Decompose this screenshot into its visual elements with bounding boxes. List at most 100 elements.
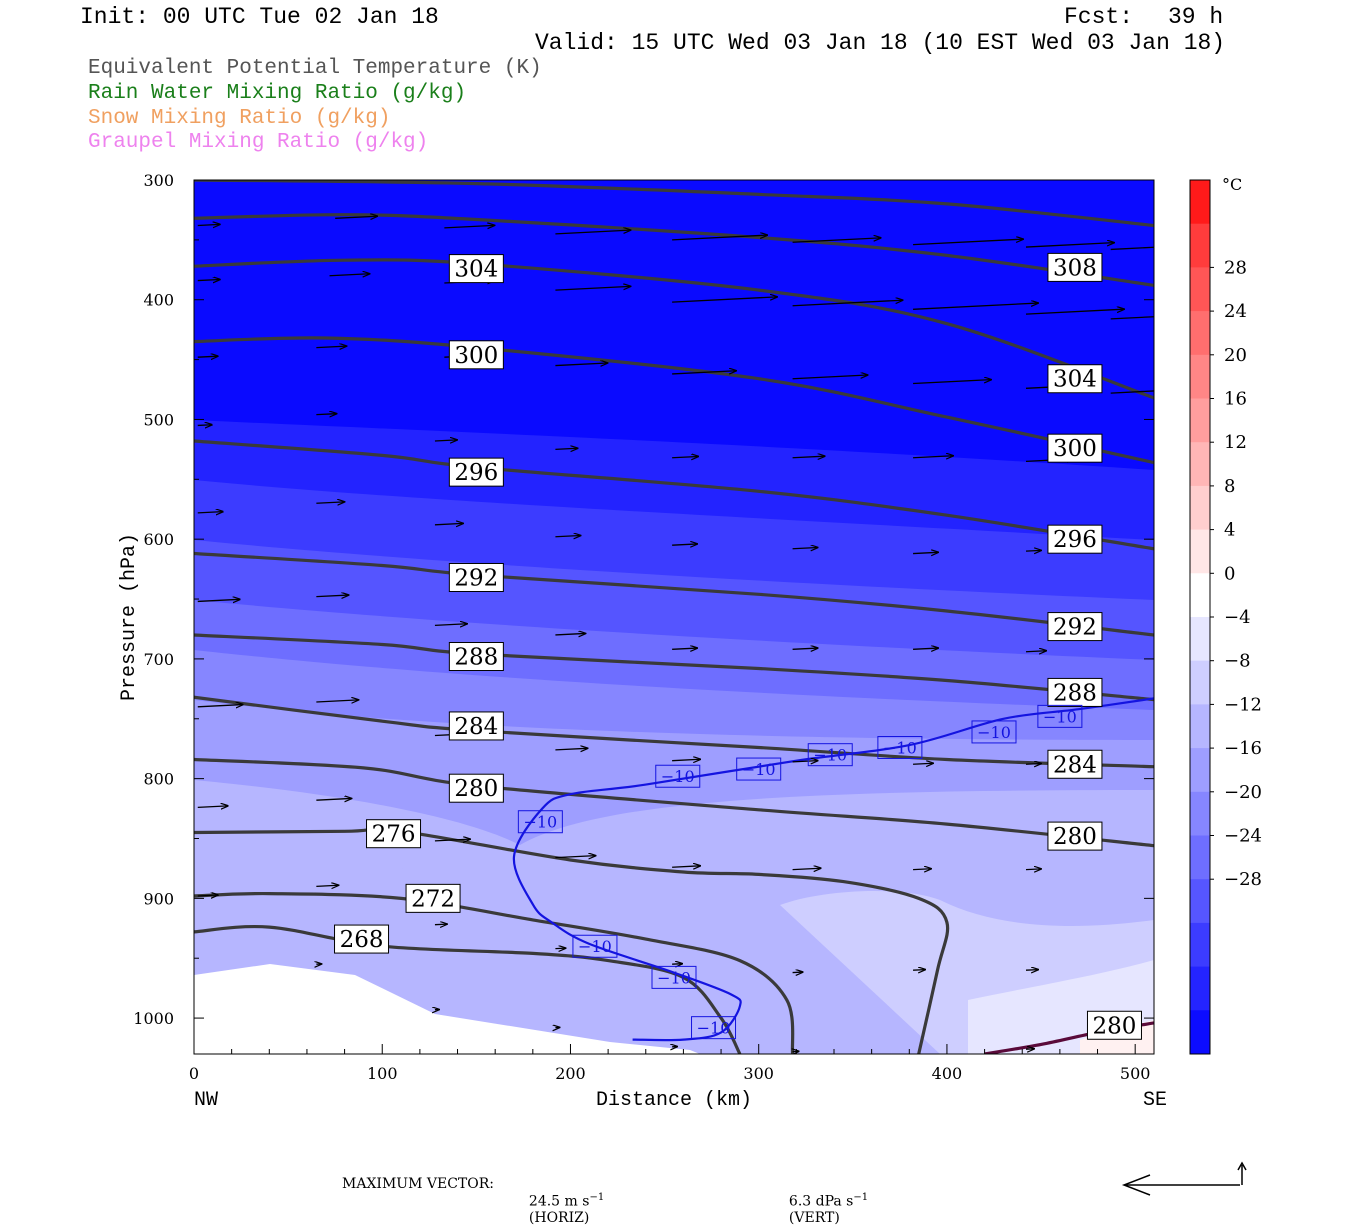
colorbar-swatch	[1190, 224, 1210, 268]
contour-label-300: 300	[1053, 436, 1097, 462]
colorbar-swatch	[1190, 1010, 1210, 1054]
colorbar-tick-label: 28	[1224, 257, 1247, 278]
colorbar-swatch	[1190, 573, 1210, 617]
x-axis-label: Distance (km)	[596, 1089, 752, 1112]
contour-label-292: 292	[454, 565, 498, 591]
vert-unit: (VERT)	[789, 1210, 840, 1226]
colorbar-swatch	[1190, 879, 1210, 923]
max-vector-vert: 6.3 dPa s−1 (VERT)	[780, 1176, 868, 1226]
horiz-value: 24.5 m s	[529, 1194, 590, 1210]
y-tick-label: 700	[143, 650, 174, 669]
colorbar-swatch	[1190, 311, 1210, 355]
vert-exponent: −1	[853, 1192, 868, 1203]
colorbar-tick-label: 12	[1224, 432, 1247, 453]
x-tick-label: 100	[367, 1064, 398, 1083]
colorbar-swatch	[1190, 530, 1210, 574]
contour-label-272: 272	[411, 886, 455, 912]
colorbar-tick-label: 4	[1224, 520, 1235, 541]
contour-label-296: 296	[454, 460, 498, 486]
y-tick-label: 800	[143, 770, 174, 789]
colorbar-swatch	[1190, 923, 1210, 967]
max-vector-horiz: 24.5 m s−1 (HORIZ)	[520, 1176, 604, 1226]
reference-vector-icon	[1124, 1163, 1246, 1195]
colorbar-swatch	[1190, 836, 1210, 880]
contour-label-280: 280	[1093, 1013, 1137, 1039]
colorbar-tick-label: 0	[1224, 563, 1235, 584]
contour-label-300: 300	[454, 343, 498, 369]
isotherm-label: −10	[657, 968, 691, 987]
isotherm-label: −10	[661, 767, 695, 786]
vert-value: 6.3 dPa s	[789, 1194, 853, 1210]
colorbar-swatch	[1190, 967, 1210, 1011]
x-end-label-left: NW	[194, 1089, 218, 1112]
wind-vector	[435, 924, 447, 925]
horiz-exponent: −1	[589, 1192, 604, 1203]
colorbar-tick-label: 8	[1224, 476, 1235, 497]
y-tick-label: 300	[143, 171, 174, 190]
contour-label-308: 308	[1053, 255, 1097, 281]
contour-label-284: 284	[454, 714, 498, 740]
colorbar-tick-label: 24	[1224, 301, 1247, 322]
max-vector-label: MAXIMUM VECTOR:	[342, 1176, 494, 1192]
wind-vector	[1026, 764, 1041, 765]
contour-label-284: 284	[1053, 752, 1097, 778]
wind-vector	[1026, 550, 1041, 551]
x-tick-label: 300	[743, 1064, 774, 1083]
colorbar-swatch	[1190, 704, 1210, 748]
y-axis-label: Pressure (hPa)	[118, 533, 141, 701]
y-tick-label: 1000	[133, 1009, 174, 1028]
contour-label-280: 280	[454, 776, 498, 802]
x-tick-label: 200	[555, 1064, 586, 1083]
colorbar-tick-label: −8	[1224, 651, 1251, 672]
horiz-unit: (HORIZ)	[529, 1210, 589, 1226]
contour-label-288: 288	[1053, 680, 1097, 706]
wind-vector	[1026, 970, 1038, 971]
colorbar-swatch	[1190, 792, 1210, 836]
contour-label-280: 280	[1053, 824, 1097, 850]
wind-vector	[913, 970, 925, 971]
isotherm-label: −10	[523, 813, 557, 832]
colorbar-tick-label: −4	[1224, 607, 1251, 628]
x-tick-label: 0	[189, 1064, 199, 1083]
colorbar-unit: °C	[1222, 175, 1242, 194]
colorbar-swatch	[1190, 486, 1210, 530]
cross-section-chart: 3083043043003002962962922922882882842842…	[0, 0, 1350, 1200]
colorbar-swatch	[1190, 180, 1210, 224]
contour-label-304: 304	[454, 257, 498, 283]
colorbar-swatch	[1190, 442, 1210, 486]
isotherm-label: −10	[977, 723, 1011, 742]
contour-label-268: 268	[340, 927, 384, 953]
contour-label-288: 288	[454, 645, 498, 671]
y-tick-label: 500	[143, 410, 174, 429]
colorbar-swatch	[1190, 267, 1210, 311]
y-tick-label: 900	[143, 889, 174, 908]
contour-label-276: 276	[372, 822, 416, 848]
colorbar-swatch	[1190, 748, 1210, 792]
isotherm-label: −10	[883, 739, 917, 758]
isotherm-label: −10	[1043, 707, 1077, 726]
colorbar-tick-label: −24	[1224, 826, 1262, 847]
contour-label-292: 292	[1053, 615, 1097, 641]
colorbar-tick-label: 16	[1224, 389, 1247, 410]
colorbar-tick-label: −20	[1224, 782, 1262, 803]
contour-label-296: 296	[1053, 527, 1097, 553]
colorbar-swatch	[1190, 355, 1210, 399]
wind-vector	[1026, 869, 1041, 870]
wind-vector	[913, 869, 931, 870]
isotherm-label: −10	[742, 760, 776, 779]
colorbar-tick-label: −16	[1224, 738, 1262, 759]
x-tick-label: 400	[932, 1064, 963, 1083]
colorbar-tick-label: −28	[1224, 869, 1262, 890]
isotherm-label: −10	[697, 1019, 731, 1038]
x-tick-label: 500	[1120, 1064, 1151, 1083]
colorbar-swatch	[1190, 399, 1210, 443]
colorbar-swatch	[1190, 617, 1210, 661]
wind-vector	[198, 425, 212, 426]
colorbar-tick-label: −12	[1224, 694, 1262, 715]
y-tick-label: 400	[143, 291, 174, 310]
colorbar-tick-label: 20	[1224, 345, 1247, 366]
y-tick-label: 600	[143, 530, 174, 549]
colorbar-swatch	[1190, 661, 1210, 705]
x-end-label-right: SE	[1143, 1089, 1167, 1112]
contour-label-304: 304	[1053, 367, 1097, 393]
